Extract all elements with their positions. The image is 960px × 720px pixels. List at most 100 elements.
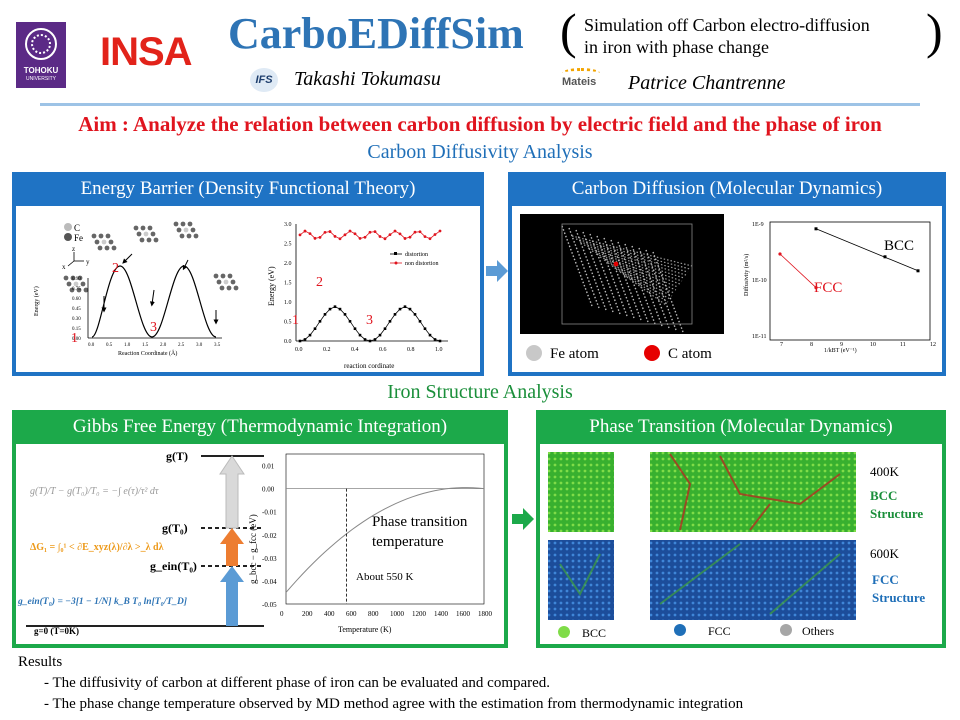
lattice-column: [652, 251, 684, 333]
non-distortion-point: [423, 235, 427, 238]
non-distortion-point: [418, 230, 422, 234]
distortion-series: [298, 305, 442, 343]
results-section: Results - The diffusivity of carbon at d…: [18, 652, 743, 715]
atom: [219, 285, 225, 291]
atom: [213, 273, 219, 279]
atom: [143, 231, 149, 237]
gibbs-xtick-label: 400: [324, 610, 335, 618]
distortion-point: [368, 339, 372, 343]
tohoku-logo-subtext: UNIVERSITY: [25, 76, 56, 82]
atom: [66, 281, 72, 287]
fcc-structure-line1: FCC: [872, 572, 899, 587]
gibbs-ytick-label: -0.05: [262, 601, 277, 609]
atom: [230, 279, 236, 285]
atom: [140, 225, 146, 231]
diff-xtick-label: 10: [870, 342, 876, 348]
distortion-point: [318, 320, 322, 323]
atom: [153, 237, 159, 243]
right-xtick-label: 1.0: [435, 347, 443, 353]
atom: [97, 245, 103, 251]
gibbs-ytick-label: 0.00: [262, 486, 275, 494]
legend-fcc-label: FCC: [708, 624, 731, 638]
fcc-point: [778, 252, 782, 256]
left-xtick-label: 1.5: [142, 343, 149, 348]
non-distortion-point: [378, 235, 382, 238]
non-distortion-point: [353, 232, 357, 236]
cube-outline: [561, 223, 693, 325]
atom: [220, 273, 226, 279]
non-distortion-point: [308, 232, 312, 236]
fcc-600k-snapshot-large: [650, 540, 856, 620]
non-distortion-point: [433, 233, 437, 236]
left-paren: (: [560, 3, 577, 59]
lattice-column: [638, 247, 670, 329]
left-xtick-label: 0.0: [88, 343, 95, 348]
annotation-line-1: Phase transition: [372, 514, 468, 530]
panel-phase-transition-title: Phase Transition (Molecular Dynamics): [589, 416, 893, 437]
ifs-logo: IFS: [250, 68, 278, 92]
distortion-point: [333, 305, 337, 308]
gibbs-figure: g(T) g(T₀) g_ein(T₀) g=0 (T=0K) g(T)/T −…: [17, 449, 493, 636]
c-atom-label: C atom: [668, 346, 712, 362]
lattice-row: [583, 244, 687, 276]
bcc-series: [814, 227, 920, 273]
lattice-row: [579, 241, 689, 273]
panel-energy-barrier-title: Energy Barrier (Density Functional Theor…: [80, 178, 416, 199]
right-ytick-label: 0.0: [284, 339, 292, 345]
atom: [111, 245, 117, 251]
lattice-row: [575, 238, 691, 270]
gibbs-ytick-label: -0.03: [262, 555, 277, 563]
panel-phase-transition-body: 400K BCC Structure 600K FCC Structure BC…: [540, 444, 942, 644]
gibbs-xtick-label: 800: [368, 610, 379, 618]
distortion-point: [418, 320, 422, 323]
diff-xtick-label: 8: [810, 342, 813, 348]
distortion-point: [313, 327, 317, 331]
atom: [63, 275, 69, 281]
panel-carbon-diffusion: Carbon Diffusion (Molecular Dynamics) Fe…: [508, 172, 946, 376]
non-distortion-point: [388, 233, 392, 237]
legend-c-dot: [64, 223, 72, 231]
non-distortion-point: [348, 229, 352, 233]
lattice-column: [561, 225, 593, 307]
legend-non-distortion: non distortion: [405, 261, 439, 267]
mateis-logo: Mateis: [562, 68, 600, 96]
atom: [226, 285, 232, 291]
energy-ladder: g(T) g(T₀) g_ein(T₀) g=0 (T=0K) g(T)/T −…: [17, 449, 264, 636]
bcc-400k-snapshot-large: [650, 452, 856, 532]
gibbs-ylabel: g_bcc − g_fcc (eV): [248, 514, 258, 584]
atom: [105, 233, 111, 239]
phase-transition-figure: 400K BCC Structure 600K FCC Structure BC…: [548, 452, 925, 640]
lattice-column: [610, 239, 642, 321]
gibbs-xtick-label: 0: [280, 610, 284, 618]
non-distortion-series: [298, 229, 442, 241]
right-xtick-label: 0.4: [351, 347, 359, 353]
non-distortion-point: [428, 237, 432, 241]
legend-c-label: C: [74, 223, 80, 233]
diff-ytick-label: 1E-9: [752, 222, 764, 228]
left-marker-2: 2: [112, 261, 119, 276]
gibbs-xtick-label: 1600: [456, 610, 471, 618]
non-distortion-point: [408, 235, 412, 239]
left-xtick-label: 2.0: [160, 343, 167, 348]
c-atom-legend-icon: [644, 345, 660, 361]
free-energy-diff-plot: 0.01 0.00 -0.01 -0.02 -0.03 -0.04 -0.05 0 200 40…: [248, 453, 493, 634]
lattice-row: [619, 271, 669, 303]
right-xtick-label: 0.0: [295, 347, 303, 353]
bcc-fit-line: [815, 228, 919, 272]
non-distortion-point: [298, 233, 302, 237]
diff-ytick-label: 1E-11: [752, 334, 766, 340]
distortion-point: [408, 307, 412, 311]
diff-xtick-label: 11: [900, 342, 906, 348]
atom: [139, 237, 145, 243]
non-distortion-point: [398, 232, 402, 236]
atom: [176, 227, 182, 233]
lattice-column: [645, 249, 677, 331]
non-distortion-point: [363, 235, 367, 239]
distortion-point: [423, 327, 427, 331]
bcc-point: [916, 269, 920, 273]
poster-subtitle: Simulation off Carbon electro-diffusion …: [584, 14, 870, 58]
left-xtick-label: 1.0: [124, 343, 131, 348]
poster-title: CarboEDiffSim: [228, 9, 524, 58]
panel-carbon-diffusion-body: Fe atom C atom 1E-9 1E-10 1E-11 7 8 9 10 11 12 …: [512, 206, 942, 372]
distortion-point: [433, 338, 437, 341]
